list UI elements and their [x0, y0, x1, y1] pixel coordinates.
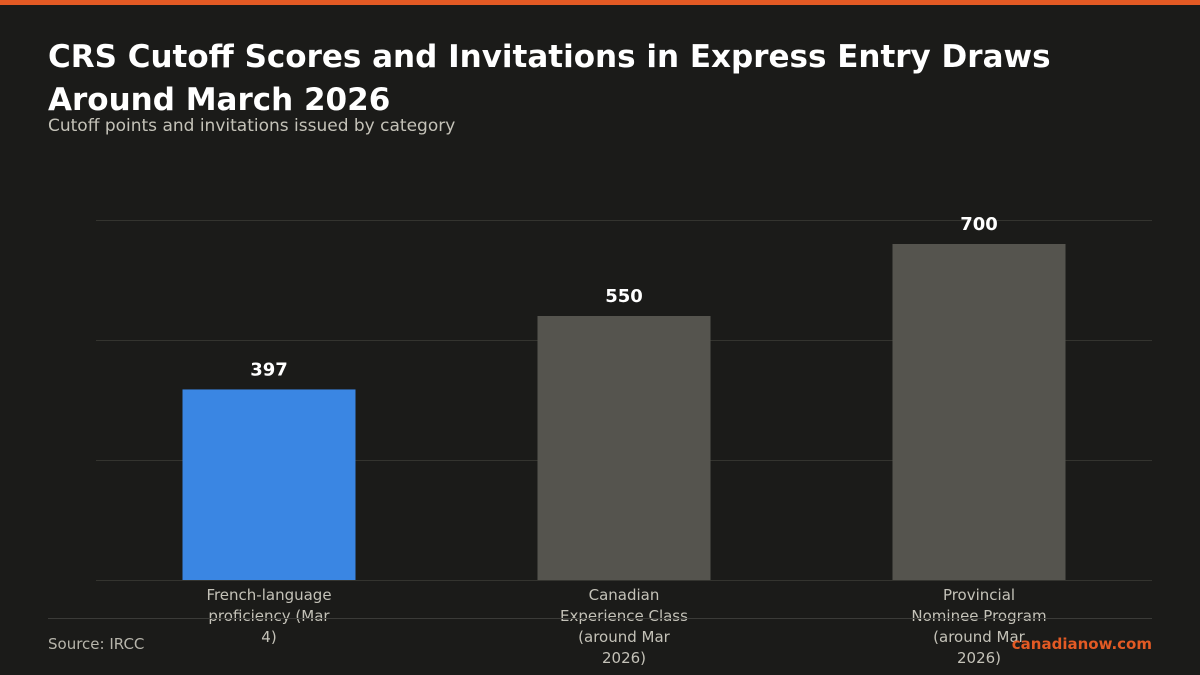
x-tick-label-1-line-3: 2026) [602, 649, 646, 667]
x-tick-label-2-line-2: (around Mar [933, 628, 1025, 646]
x-tick-label-1-line-2: (around Mar [578, 628, 670, 646]
data-label-1: 550 [605, 286, 643, 307]
bar-1 [537, 316, 711, 580]
x-tick-label-1: Canadian Experience Class (around Mar 2026) [560, 586, 688, 667]
bar-0 [182, 389, 356, 580]
x-tick-label-0-line-0: French-language [206, 586, 331, 604]
x-tick-label-2-line-0: Provincial [943, 586, 1015, 604]
x-tick-label-2-line-3: 2026) [957, 649, 1001, 667]
data-label-2: 700 [960, 214, 998, 235]
bar-2 [892, 244, 1066, 580]
data-label-0: 397 [250, 359, 288, 380]
brand-link[interactable]: canadianow.com [1011, 635, 1152, 653]
x-tick-label-1-line-1: Experience Class [560, 607, 688, 625]
footer-divider [48, 618, 1152, 619]
x-tick-label-1-line-0: Canadian [589, 586, 660, 604]
chart-subtitle: Cutoff points and invitations issued by … [48, 116, 456, 136]
x-tick-label-0-line-2: 4) [261, 628, 276, 646]
x-tick-label-0: French-language proficiency (Mar 4) [206, 586, 331, 646]
top-accent-bar [0, 0, 1200, 5]
chart-title: CRS Cutoff Scores and Invitations in Exp… [48, 39, 1051, 118]
source-note: Source: IRCC [48, 635, 145, 653]
x-tick-label-2-line-1: Nominee Program [911, 607, 1046, 625]
x-tick-label-0-line-1: proficiency (Mar [208, 607, 330, 625]
x-tick-label-2: Provincial Nominee Program (around Mar 2026… [911, 586, 1046, 667]
